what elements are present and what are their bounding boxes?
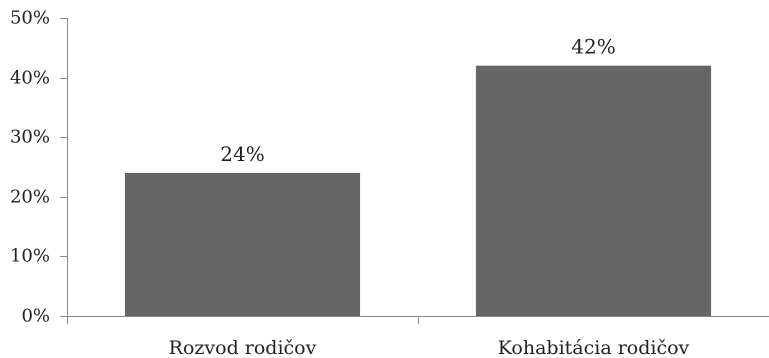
category-label: Kohabitácia rodičov — [498, 337, 690, 358]
category-label: Rozvod rodičov — [169, 337, 317, 358]
data-labels: 24% 42% — [220, 35, 615, 166]
x-axis: Rozvod rodičov Kohabitácia rodičov — [67, 316, 769, 358]
bars — [124, 65, 712, 317]
bar-value-label: 24% — [220, 142, 264, 166]
bar — [124, 172, 361, 316]
y-tick-label: 40% — [10, 68, 50, 89]
y-tick-label: 0% — [21, 306, 50, 327]
y-tick-label: 20% — [10, 187, 50, 208]
y-tick-label: 30% — [10, 127, 50, 148]
y-axis: 0% 10% 20% 30% 40% 50% — [10, 8, 68, 327]
bar-value-label: 42% — [571, 35, 615, 59]
bar — [475, 65, 712, 317]
y-tick-label: 50% — [10, 8, 50, 29]
y-tick-label: 10% — [10, 246, 50, 267]
